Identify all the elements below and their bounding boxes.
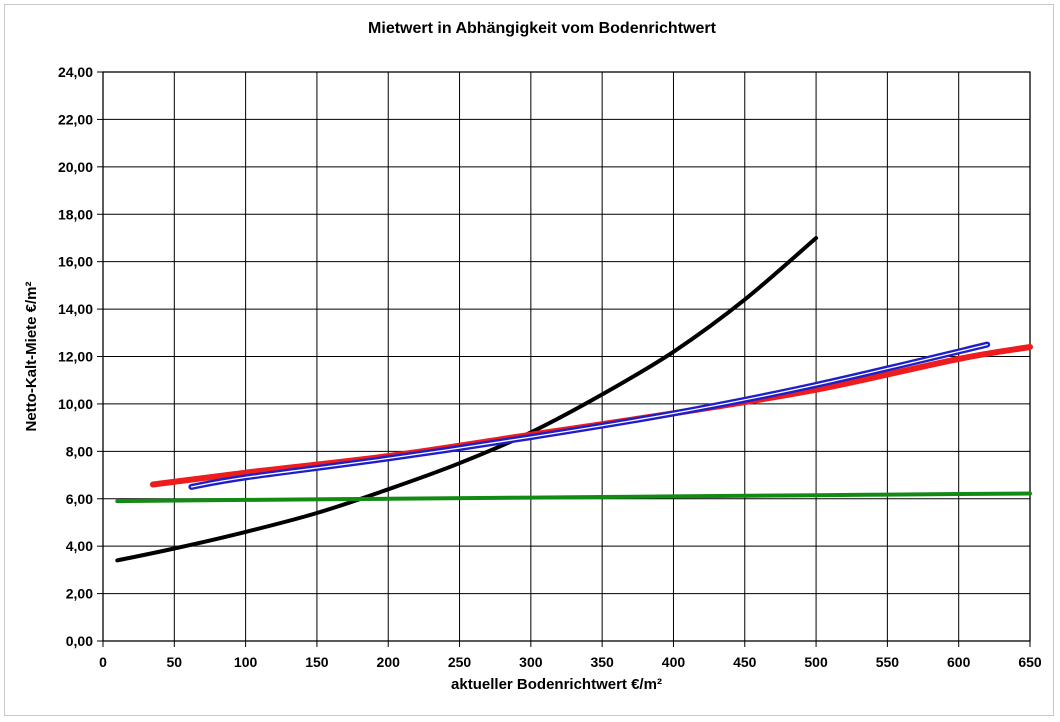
x-tick-label: 50 (167, 654, 183, 670)
x-tick-label: 600 (947, 654, 971, 670)
y-tick-label: 8,00 (66, 443, 93, 459)
x-tick-label: 150 (305, 654, 329, 670)
x-tick-label: 650 (1018, 654, 1042, 670)
y-tick-label: 24,00 (58, 64, 93, 80)
series-line-1 (115, 236, 819, 563)
series-line-4 (115, 491, 1032, 504)
y-tick-label: 16,00 (58, 254, 93, 270)
y-tick-label: 20,00 (58, 159, 93, 175)
chart-frame (4, 4, 1054, 716)
y-tick-label: 10,00 (58, 396, 93, 412)
y-tick-label: 0,00 (66, 633, 93, 649)
x-tick-label: 200 (377, 654, 401, 670)
x-tick-label: 250 (448, 654, 472, 670)
y-axis-label: Netto-Kalt-Miete €/m² (23, 281, 40, 431)
y-tick-label: 14,00 (58, 301, 93, 317)
x-tick-label: 500 (804, 654, 828, 670)
x-tick-label: 0 (99, 654, 107, 670)
x-tick-label: 100 (234, 654, 258, 670)
x-tick-label: 550 (876, 654, 900, 670)
y-tick-label: 18,00 (58, 206, 93, 222)
x-tick-label: 400 (662, 654, 686, 670)
grid (97, 71, 1031, 647)
x-tick-label: 450 (733, 654, 757, 670)
y-tick-labels: 0,00 2,00 4,00 6,00 8,00 10,00 12,00 14,00 16,00… (58, 64, 93, 649)
x-axis-label: aktueller Bodenrichtwert €/m² (451, 676, 662, 693)
y-tick-label: 4,00 (66, 538, 93, 554)
series-lines (115, 236, 1033, 563)
y-tick-label: 6,00 (66, 491, 93, 507)
chart-title: Mietwert in Abhängigkeit vom Bodenrichtw… (368, 20, 716, 37)
y-tick-label: 12,00 (58, 349, 93, 365)
y-tick-label: 2,00 (66, 586, 93, 602)
series-line-3-inner (190, 343, 988, 488)
x-tick-labels: 0 50 100 150 200 250 300 350 400 450 500 550 600 650 (99, 654, 1042, 670)
x-tick-label: 350 (590, 654, 614, 670)
y-tick-label: 22,00 (58, 111, 93, 127)
x-tick-label: 300 (519, 654, 543, 670)
